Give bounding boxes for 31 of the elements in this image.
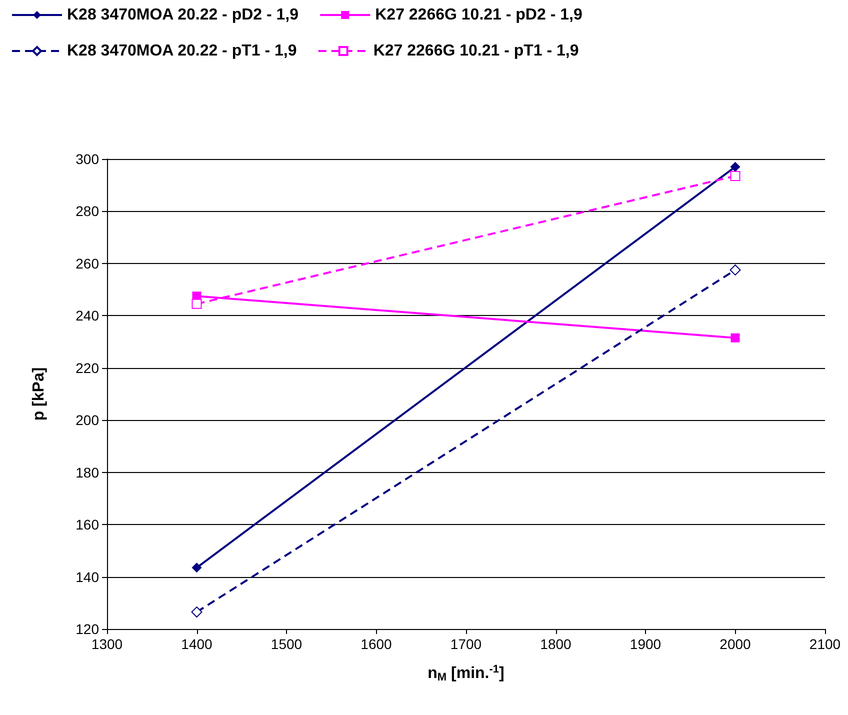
y-tick-label: 280 [76,203,100,220]
legend-label: K27 2266G 10.21 - pD2 - 1,9 [375,6,582,24]
x-tick-label: 1400 [181,636,213,652]
point [192,298,202,309]
y-tick-label: 300 [76,151,100,167]
y-tick-label: 140 [76,568,100,585]
x-tick-label: 1700 [450,636,482,652]
x-tick-label: 2000 [720,636,752,652]
legend-label: K28 3470MOA 20.22 - pT1 - 1,9 [67,42,297,60]
x-tick-label: 1900 [630,636,662,652]
y-axis-title: p [kPa] [30,367,48,421]
y-tick-label: 200 [76,412,100,428]
x-tick-label: 1800 [540,636,572,652]
point [730,264,741,276]
x-tick-label: 1500 [270,636,302,652]
legend-label: K27 2266G 10.21 - pT1 - 1,9 [373,42,579,60]
legend-label: K28 3470MOA 20.22 - pD2 - 1,9 [67,6,299,24]
x-tick-label: 1300 [91,636,123,652]
y-tick-label: 120 [76,621,100,637]
point [192,562,202,573]
y-tick-label: 260 [76,255,100,272]
point [730,170,740,181]
point [191,606,202,618]
point [730,333,740,342]
y-tick-label: 240 [76,308,100,324]
y-tick-label: 180 [76,464,100,480]
x-tick-label: 1600 [360,636,392,652]
y-tick-label: 160 [76,516,100,533]
x-tick-label: 2100 [809,636,841,652]
point [730,162,740,172]
y-tick-label: 220 [76,360,100,376]
